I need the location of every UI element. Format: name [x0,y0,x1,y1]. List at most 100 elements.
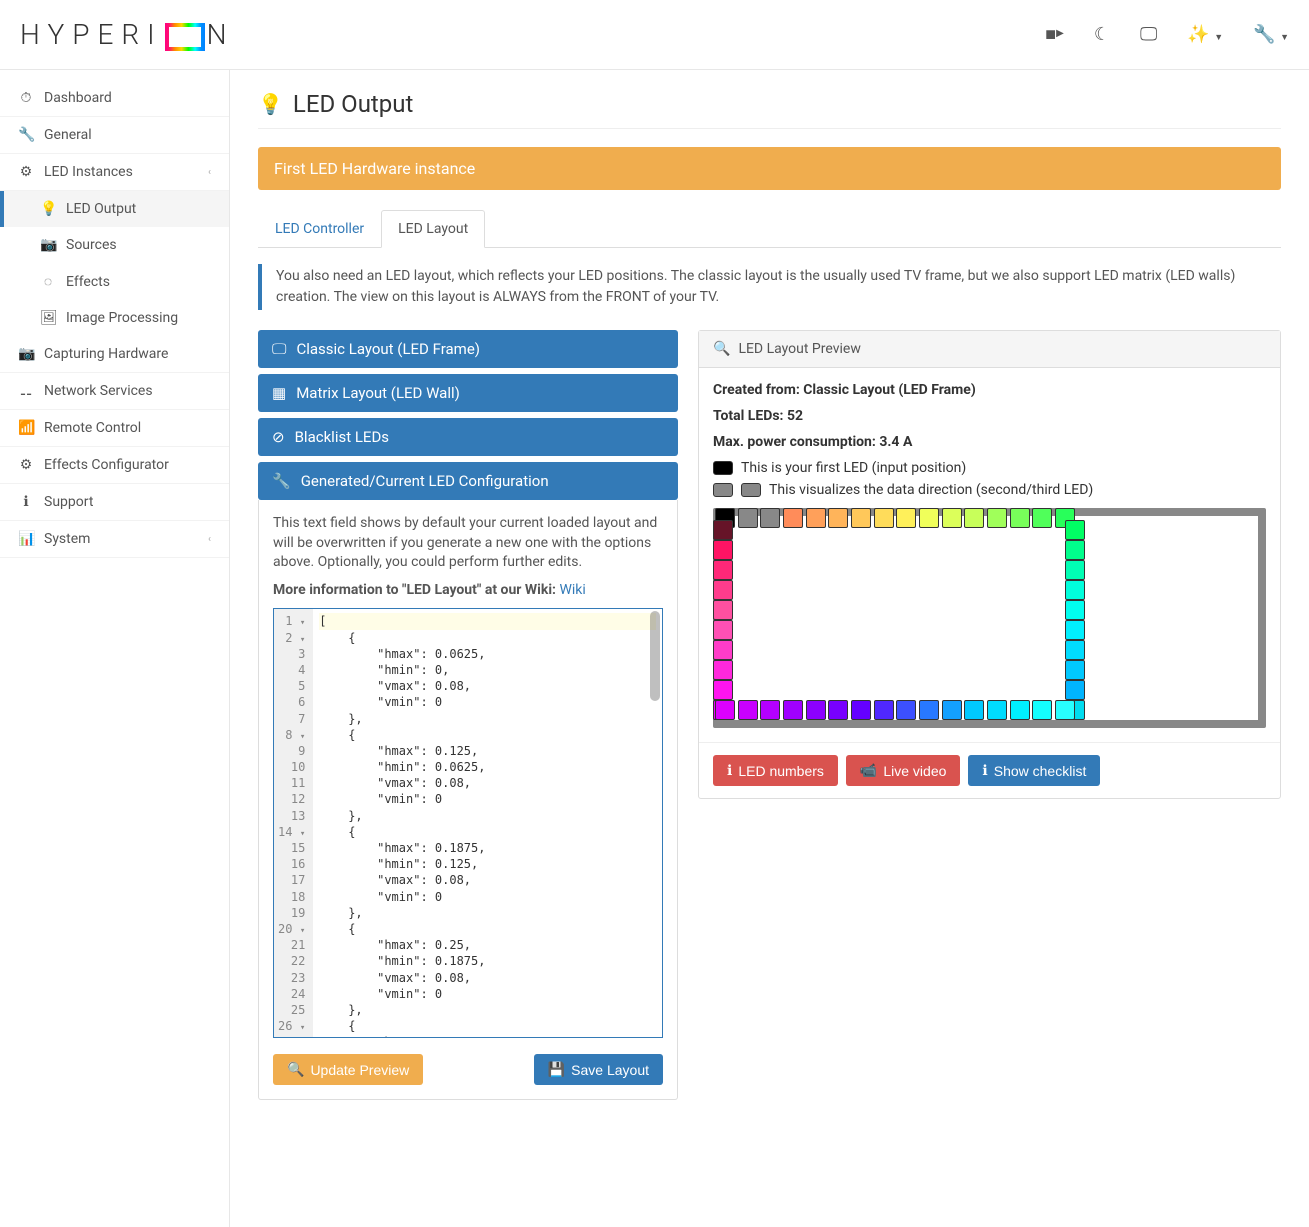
led-box [1065,600,1085,620]
led-box [1065,680,1085,700]
info-icon: ℹ [18,494,34,510]
sidebar-item-system[interactable]: 📊System‹ [0,521,229,558]
show-checklist-button[interactable]: ℹShow checklist [968,755,1100,786]
logo-text-right: N [207,18,235,51]
code-lines[interactable]: [ { "hmax": 0.0625, "hmin": 0, "vmax": 0… [313,609,662,1037]
dashboard-icon: ⏱ [18,90,34,106]
ban-icon: ⊘ [272,428,285,446]
sidebar: ⏱Dashboard 🔧General ⚙LED Instances‹ 💡LED… [0,70,230,1227]
wand-icon[interactable]: ✨ ▼ [1187,24,1223,45]
sidebar-item-effects[interactable]: ◌Effects [0,263,229,300]
led-box [713,540,733,560]
led-box [713,600,733,620]
gear-icon: ⚙ [18,164,34,180]
led-box [1065,520,1085,540]
led-box [715,700,735,720]
panel-blacklist[interactable]: ⊘Blacklist LEDs [258,418,678,456]
led-frame [713,508,1266,728]
led-box [806,700,826,720]
moon-icon[interactable]: ☾ [1094,24,1110,45]
info-icon: ℹ [982,762,987,779]
main-content: 💡 LED Output First LED Hardware instance… [230,70,1309,1227]
preview-created: Created from: Classic Layout (LED Frame) [713,382,1266,398]
logo-tv-icon [165,23,205,51]
led-box [919,508,939,528]
code-gutter: 1 ▾2 ▾345678 ▾91011121314 ▾151617181920 … [274,609,313,1037]
chart-icon: 📊 [18,531,34,547]
search-icon: 🔍 [287,1061,304,1078]
led-numbers-button[interactable]: ℹLED numbers [713,755,838,786]
sidebar-item-support[interactable]: ℹSupport [0,484,229,521]
led-box [713,680,733,700]
led-box [964,508,984,528]
save-icon: 💾 [548,1061,565,1078]
wiki-line: More information to "LED Layout" at our … [273,581,663,601]
led-box [987,700,1007,720]
led-box [942,700,962,720]
led-box [1065,660,1085,680]
led-box [713,620,733,640]
scrollbar[interactable] [650,611,660,701]
led-box [1065,640,1085,660]
tab-led-controller[interactable]: LED Controller [258,210,381,248]
led-box [713,520,733,540]
wrench-icon: 🔧 [272,472,291,490]
sidebar-item-image-processing[interactable]: 🖼Image Processing [0,300,229,336]
search-icon: 🔍 [713,341,730,357]
led-box [713,640,733,660]
info-text: You also need an LED layout, which refle… [258,264,1281,310]
led-box [1055,700,1075,720]
led-box [738,700,758,720]
wrench-icon[interactable]: 🔧 ▼ [1253,24,1289,45]
live-video-button[interactable]: 📹Live video [846,755,960,786]
panel-classic-layout[interactable]: 🖵Classic Layout (LED Frame) [258,330,678,368]
lightbulb-icon: 💡 [40,201,56,217]
lightbulb-icon: 💡 [258,92,283,116]
panel-generated[interactable]: 🔧Generated/Current LED Configuration [258,462,678,500]
instance-banner: First LED Hardware instance [258,147,1281,190]
save-layout-button[interactable]: 💾Save Layout [534,1054,663,1085]
header: HYPERIN ■▶ ☾ 🖵 ✨ ▼ 🔧 ▼ [0,0,1309,70]
sidebar-item-sources[interactable]: 📷Sources [0,227,229,263]
camera-icon[interactable]: ■▶ [1045,24,1064,45]
wiki-link[interactable]: Wiki [559,582,585,598]
chevron-left-icon: ‹ [208,167,211,178]
led-box [713,660,733,680]
sidebar-item-dashboard[interactable]: ⏱Dashboard [0,80,229,117]
spinner-icon: ◌ [40,273,56,290]
led-box [1065,620,1085,640]
led-box [1065,540,1085,560]
led-box [964,700,984,720]
led-box [783,508,803,528]
tab-led-layout[interactable]: LED Layout [381,210,485,248]
sidebar-item-general[interactable]: 🔧General [0,117,229,154]
led-box [896,508,916,528]
panel-matrix-layout[interactable]: ▦Matrix Layout (LED Wall) [258,374,678,412]
sidebar-item-led-output[interactable]: 💡LED Output [0,191,229,227]
display-icon[interactable]: 🖵 [1140,24,1157,45]
led-box [828,508,848,528]
camera-icon: 📷 [18,346,34,362]
preview-header: 🔍LED Layout Preview [699,331,1280,368]
sidebar-item-effects-conf[interactable]: ⚙Effects Configurator [0,447,229,484]
led-inner [721,516,1258,720]
video-icon: 📹 [860,762,877,779]
code-editor[interactable]: 1 ▾2 ▾345678 ▾91011121314 ▾151617181920 … [273,608,663,1038]
panel-generated-body: This text field shows by default your cu… [258,500,678,1100]
led-box [896,700,916,720]
generated-description: This text field shows by default your cu… [273,514,663,573]
header-toolbar: ■▶ ☾ 🖵 ✨ ▼ 🔧 ▼ [1045,24,1289,45]
sidebar-item-led-instances[interactable]: ⚙LED Instances‹ [0,154,229,191]
led-box [851,700,871,720]
logo[interactable]: HYPERIN [20,18,235,51]
tv-icon: 🖵 [272,340,286,358]
led-box [828,700,848,720]
led-box [713,580,733,600]
image-icon: 🖼 [40,310,56,326]
led-box [760,700,780,720]
sidebar-item-remote[interactable]: 📶Remote Control [0,410,229,447]
update-preview-button[interactable]: 🔍Update Preview [273,1054,423,1085]
sidebar-item-capturing[interactable]: 📷Capturing Hardware [0,336,229,373]
legend-box-grey [713,483,733,497]
sidebar-item-network[interactable]: ⚋Network Services [0,373,229,410]
